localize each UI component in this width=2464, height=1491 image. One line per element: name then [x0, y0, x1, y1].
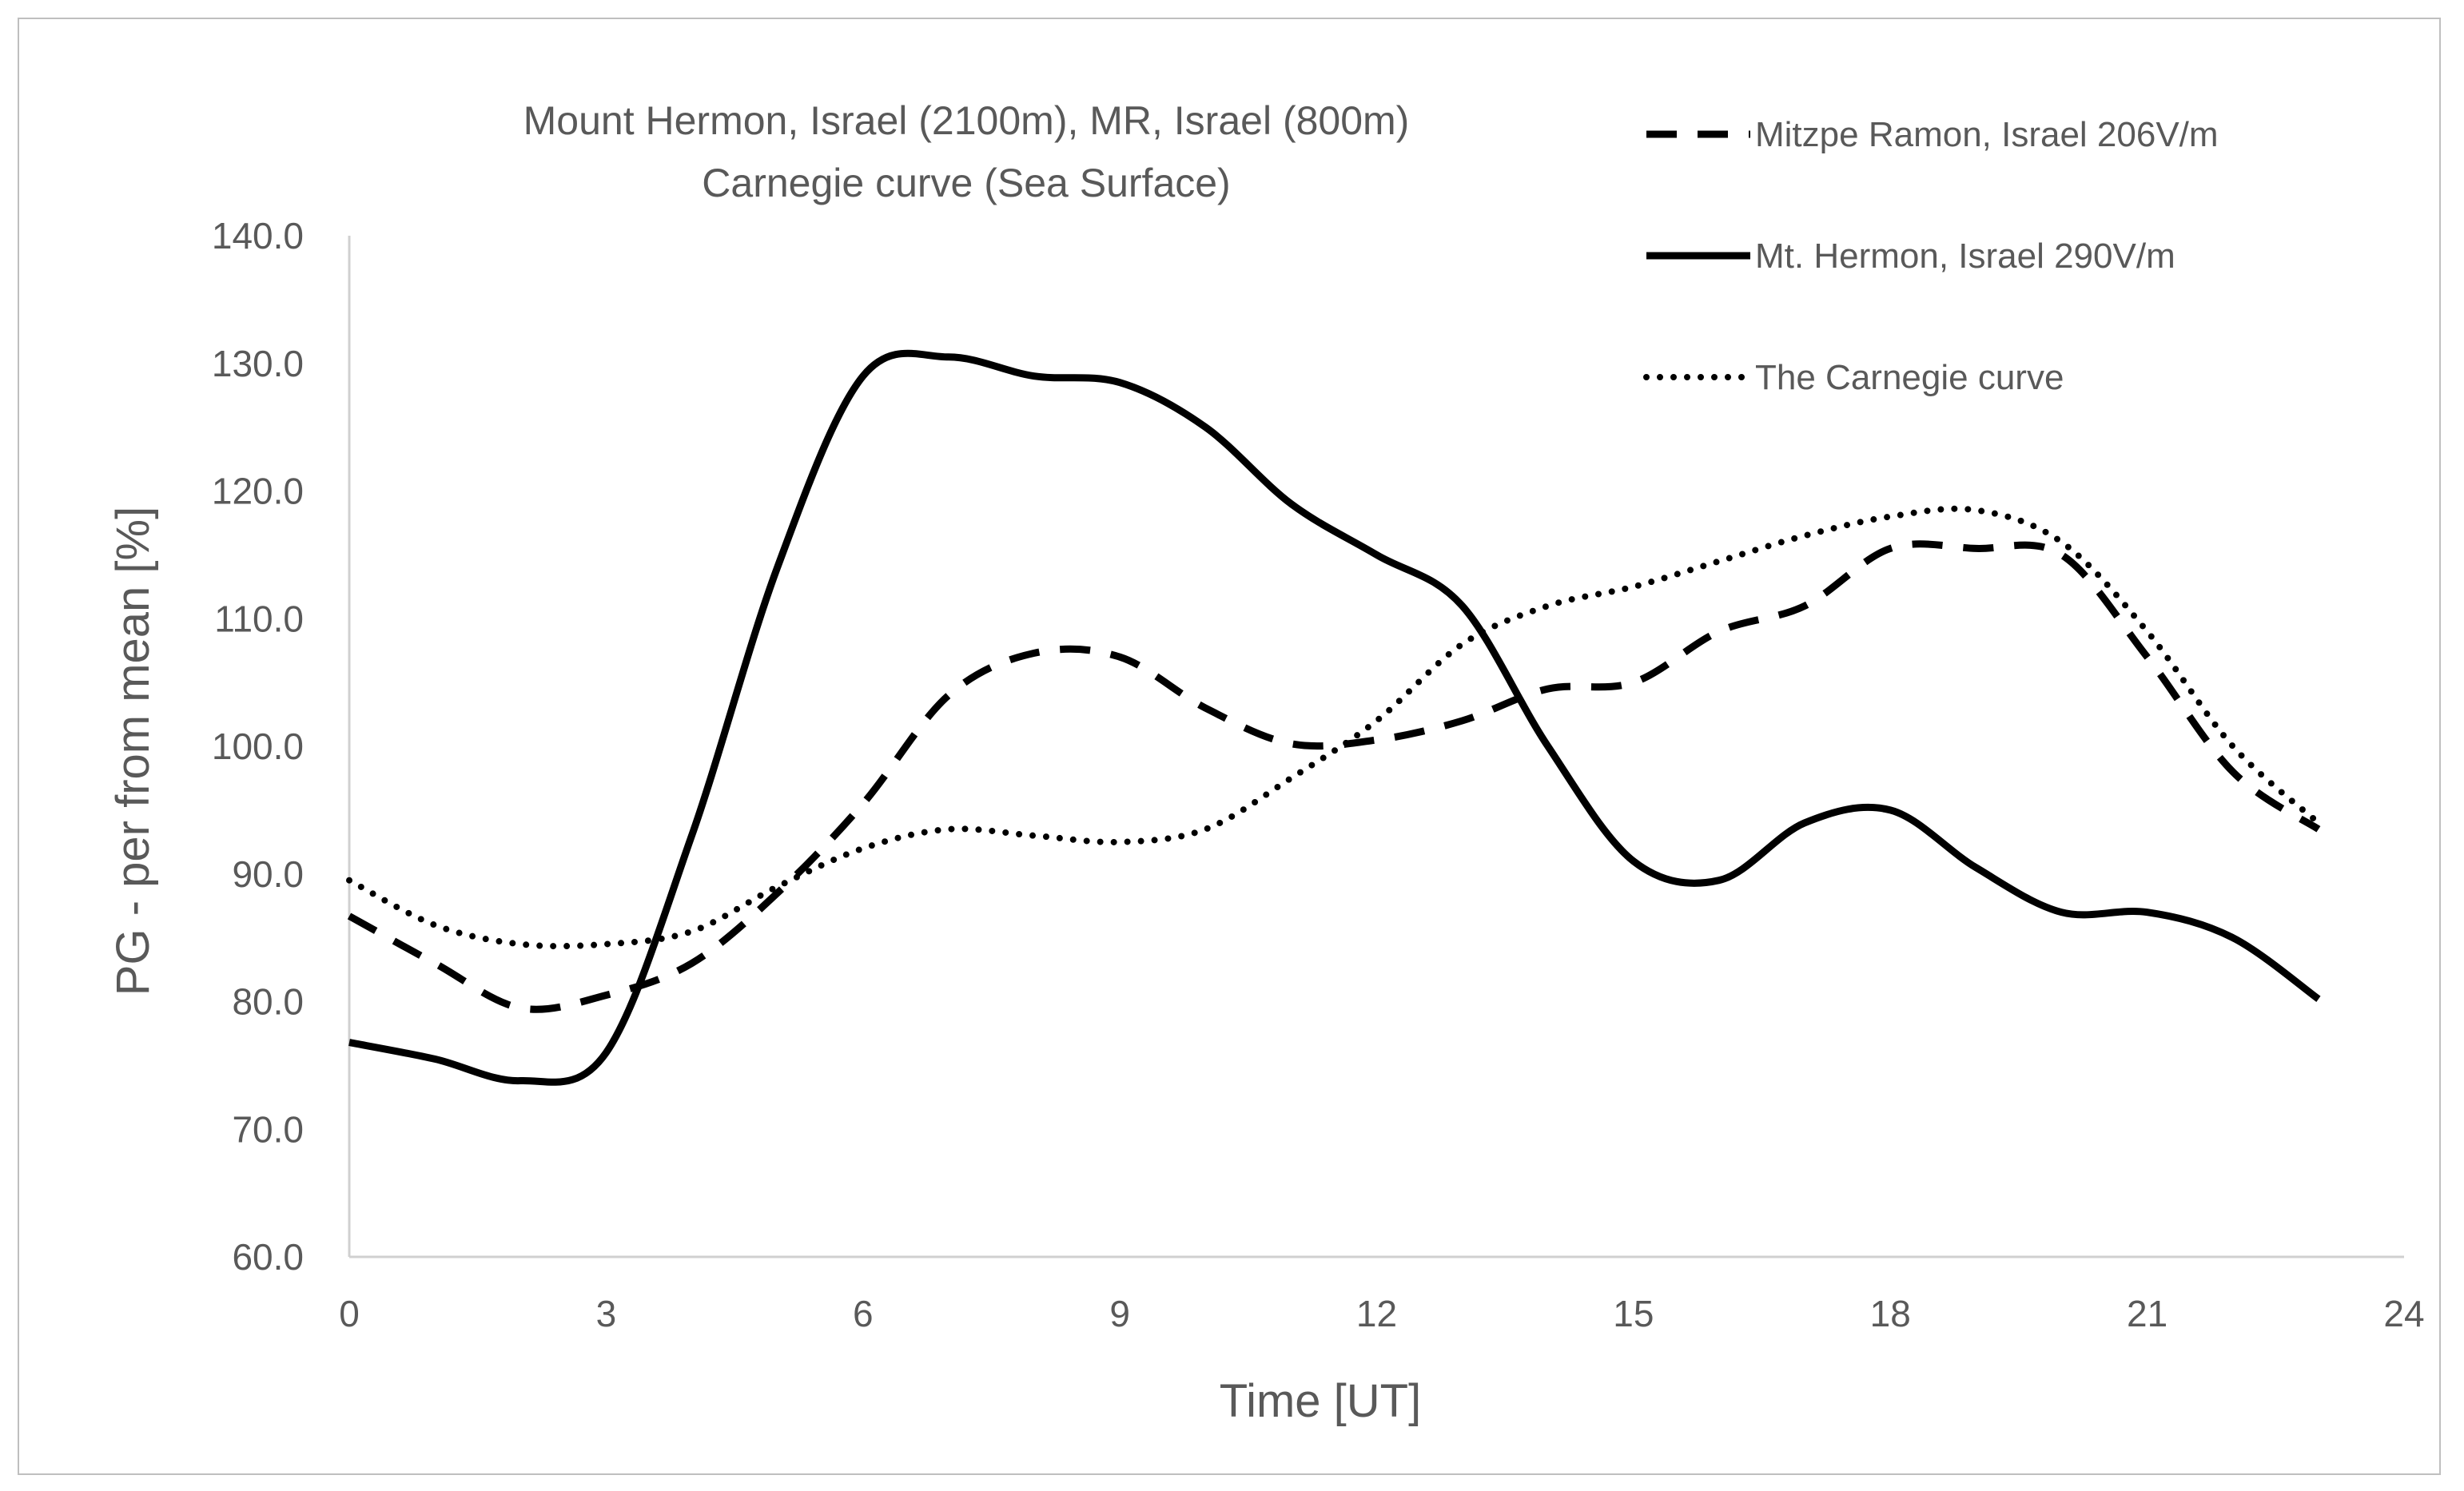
chart-title-line-2: Carnegie curve (Sea Surface)	[702, 161, 1230, 205]
y-axis-title: PG - per from mean [%]	[107, 507, 159, 996]
y-tick-label: 110.0	[214, 598, 304, 639]
y-tick-label: 100.0	[212, 726, 304, 767]
x-axis-title: Time [UT]	[1220, 1375, 1421, 1427]
series-line-dotted	[346, 505, 2322, 950]
chart-title-line-1: Mount Hermon, Israel (2100m), MR, Israel…	[523, 98, 1410, 143]
x-tick-label: 0	[339, 1293, 360, 1334]
y-tick-label: 80.0	[232, 981, 304, 1023]
legend-label: Mt. Hermon, Israel 290V/m	[1755, 237, 2175, 276]
series-line-solid	[348, 349, 2321, 1086]
x-tick-label: 6	[853, 1293, 874, 1334]
y-tick-label: 70.0	[232, 1108, 304, 1150]
series-layer	[346, 349, 2322, 1086]
legend-label: Mitzpe Ramon, Israel 206V/m	[1755, 115, 2219, 154]
y-tick-label: 90.0	[232, 853, 304, 895]
x-tick-label: 21	[2127, 1293, 2167, 1334]
series-line-dashed	[347, 540, 2321, 1013]
x-tick-label: 9	[1109, 1293, 1130, 1334]
x-tick-label: 12	[1356, 1293, 1397, 1334]
legend-label: The Carnegie curve	[1755, 358, 2064, 397]
x-tick-label: 15	[1613, 1293, 1654, 1334]
y-tick-label: 120.0	[212, 471, 304, 512]
x-tick-label: 18	[1870, 1293, 1911, 1334]
x-tick-label: 24	[2383, 1293, 2424, 1334]
y-tick-label: 140.0	[212, 215, 304, 256]
axes: 0 3 6 9 12 15 18 21 24 60.0 70.0 80.0 90.0 100.0 110.0…	[212, 215, 2425, 1334]
x-tick-label: 3	[596, 1293, 617, 1334]
legend: Mitzpe Ramon, Israel 206V/m Mt. Hermon, I…	[1643, 115, 2219, 397]
y-tick-label: 130.0	[212, 343, 304, 384]
y-tick-label: 60.0	[232, 1236, 304, 1278]
chart-frame	[18, 18, 2441, 1475]
